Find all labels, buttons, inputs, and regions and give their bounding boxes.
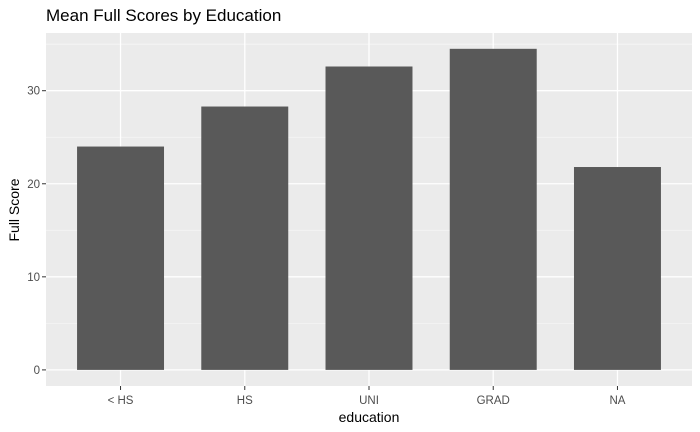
x-tick-label: UNI (359, 395, 379, 407)
y-tick-label: 20 (27, 179, 40, 191)
x-tick-label: HS (237, 395, 253, 407)
y-tick-label: 10 (27, 272, 40, 284)
y-tick-label: 0 (34, 365, 40, 377)
bar-hs (201, 106, 289, 370)
x-axis-ticks: < HS HS UNI GRAD NA (108, 386, 626, 407)
x-tick-label: GRAD (477, 395, 510, 407)
bar-grad (449, 48, 537, 370)
x-axis-title: education (339, 409, 400, 425)
x-tick-label: < HS (108, 395, 134, 407)
y-tick-label: 30 (27, 86, 40, 98)
bars (77, 48, 661, 370)
x-tick-label: NA (609, 395, 625, 407)
bar-hs (77, 146, 165, 370)
bar-uni (325, 66, 413, 370)
y-axis-title: Full Score (6, 178, 22, 241)
bar-na (573, 167, 661, 370)
y-axis-ticks: 0 10 20 30 (27, 86, 46, 377)
chart-title: Mean Full Scores by Education (46, 6, 281, 25)
